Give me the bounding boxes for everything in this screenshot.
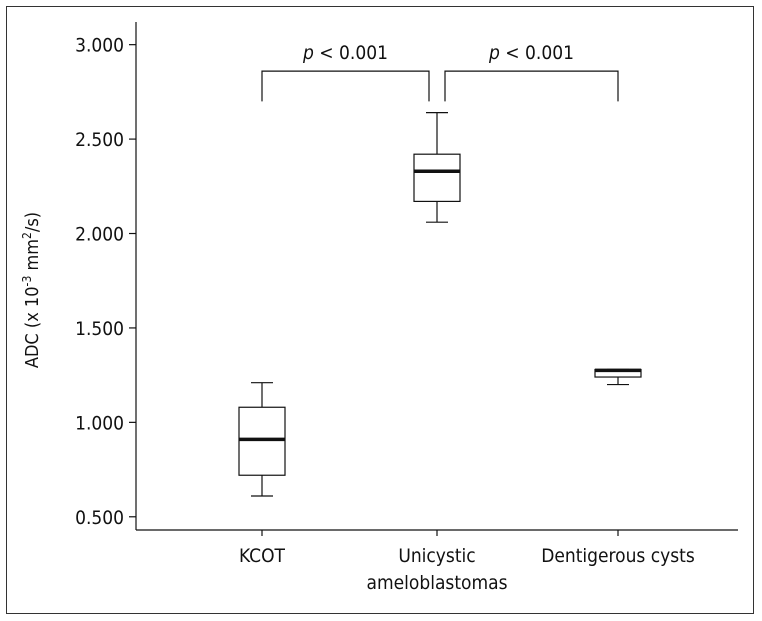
iqr-box xyxy=(238,406,286,476)
y-tick-label: 1.000 xyxy=(75,412,124,434)
x-category-label: Dentigerous cysts xyxy=(541,545,695,567)
bracket-line xyxy=(444,70,619,102)
y-tick-label: 1.500 xyxy=(75,318,124,340)
y-axis-title: ADC (x 10-3 mm2/s) xyxy=(20,212,43,368)
y-tick-label: 2.500 xyxy=(75,129,124,151)
y-tick-label: 0.500 xyxy=(75,507,124,529)
p-value-label: p < 0.001 xyxy=(302,42,388,64)
box-1 xyxy=(238,382,286,536)
boxes xyxy=(238,112,642,536)
figure-frame xyxy=(6,6,754,614)
iqr-box xyxy=(413,153,461,203)
bracket-line xyxy=(261,70,430,102)
significance-bracket-1: p < 0.001 xyxy=(261,42,430,102)
box-3 xyxy=(594,368,642,536)
p-italic: p xyxy=(488,42,500,64)
significance-bracket-2: p < 0.001 xyxy=(444,42,619,102)
box-2 xyxy=(413,112,461,536)
p-value-label: p < 0.001 xyxy=(488,42,574,64)
axes xyxy=(135,22,738,531)
x-category-label: KCOT xyxy=(239,545,286,567)
p-value-text: < 0.001 xyxy=(314,42,388,64)
p-value-text: < 0.001 xyxy=(500,42,574,64)
p-italic: p xyxy=(302,42,314,64)
y-tick-label: 2.000 xyxy=(75,224,124,246)
y-tick-label: 3.000 xyxy=(75,35,124,57)
x-category-label: Unicystic xyxy=(398,545,475,567)
significance-brackets: p < 0.001 p < 0.001 xyxy=(261,42,619,102)
x-category-labels: KCOT Unicystic ameloblastomas Dentigerous c… xyxy=(239,545,695,594)
x-category-label: ameloblastomas xyxy=(366,572,507,594)
y-ticks: 0.500 1.000 1.500 2.000 2.500 3.000 xyxy=(75,35,136,529)
